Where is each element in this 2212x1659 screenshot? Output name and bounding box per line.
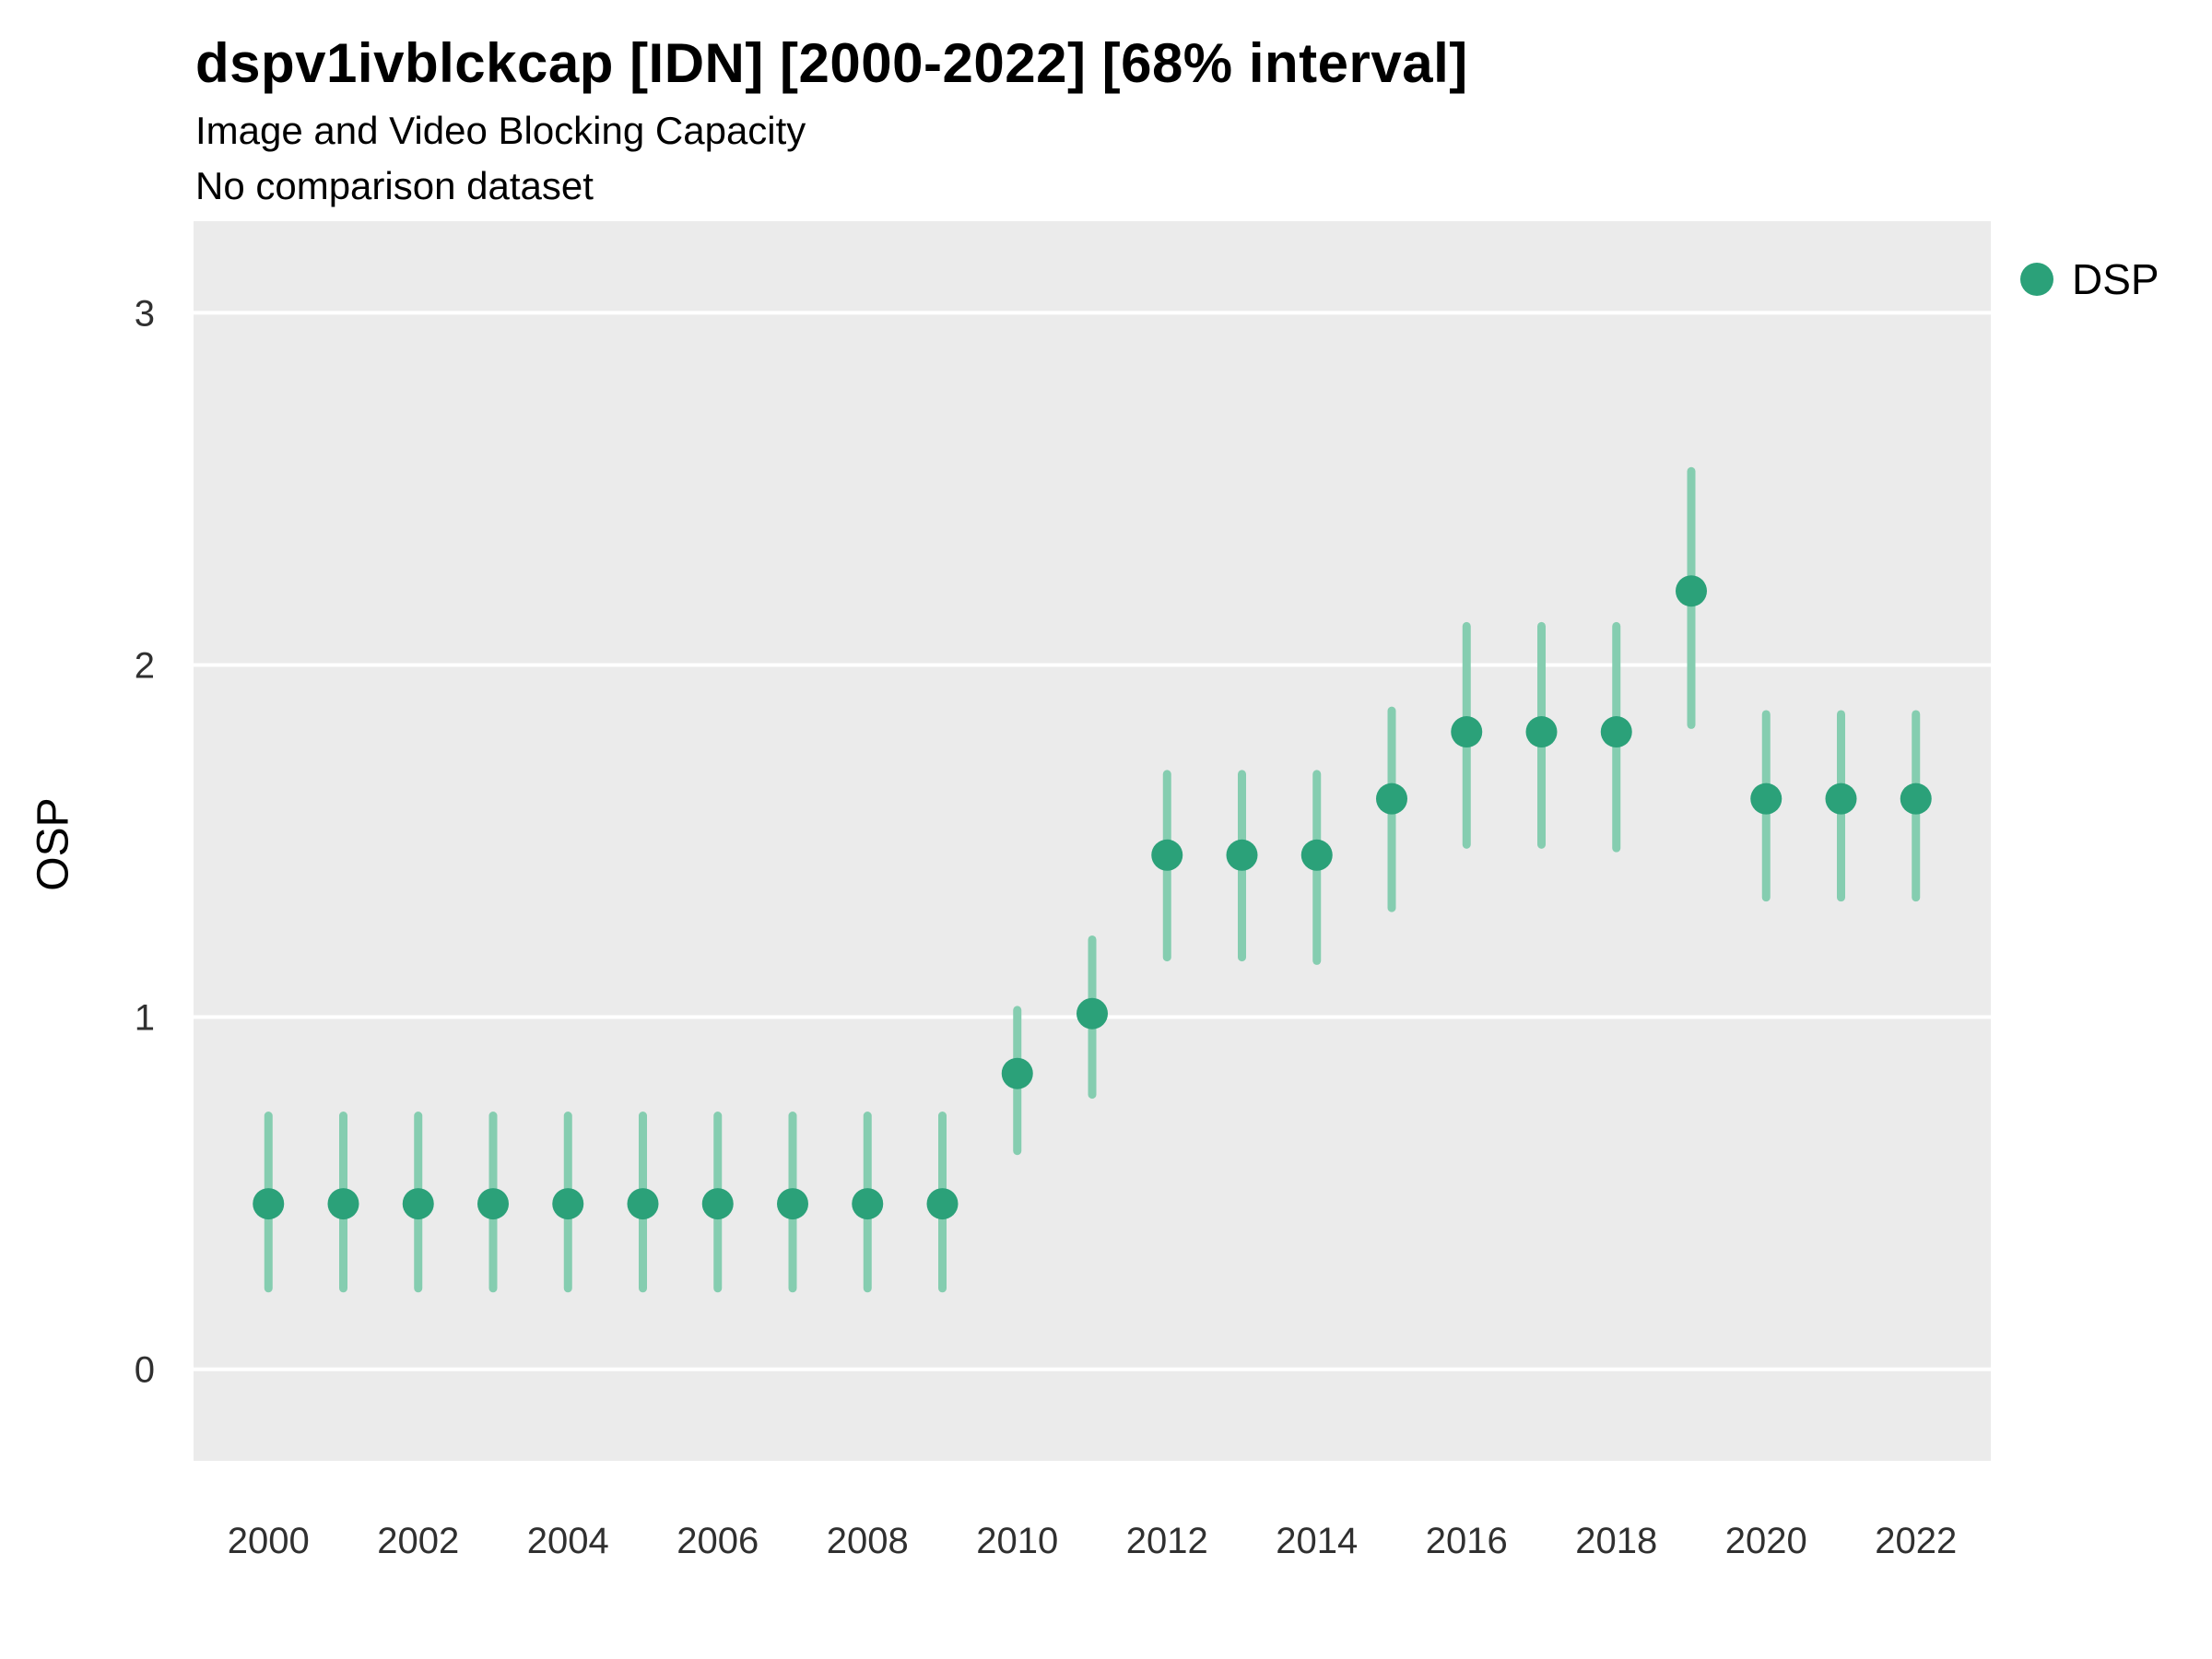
x-tick-label: 2010 [976, 1521, 1058, 1561]
x-tick-label: 2000 [228, 1521, 310, 1561]
chart-title: dspv1ivblckcap [IDN] [2000-2022] [68% in… [195, 32, 1468, 94]
x-tick-label: 2006 [677, 1521, 759, 1561]
data-point [1451, 716, 1483, 748]
chart-subtitle: Image and Video Blocking Capacity [195, 109, 806, 152]
y-axis-title: OSP [29, 797, 78, 891]
legend-dot-icon [2020, 263, 2053, 296]
data-point [701, 1188, 734, 1220]
x-tick-label: 2014 [1276, 1521, 1358, 1561]
data-point [1376, 782, 1407, 815]
data-point [852, 1188, 884, 1220]
data-point [327, 1188, 359, 1220]
data-point [1600, 716, 1632, 748]
data-point [1676, 575, 1707, 607]
y-tick-label: 0 [135, 1350, 155, 1391]
x-tick-label: 2004 [527, 1521, 609, 1561]
data-point [402, 1188, 434, 1220]
data-point [1750, 782, 1783, 815]
data-point [627, 1188, 659, 1220]
data-point [777, 1188, 808, 1220]
x-tick-label: 2012 [1126, 1521, 1208, 1561]
data-point [1226, 839, 1258, 871]
y-tick-label: 1 [135, 998, 155, 1039]
x-tick-label: 2018 [1575, 1521, 1657, 1561]
x-tick-label: 2016 [1426, 1521, 1508, 1561]
data-point [477, 1188, 509, 1220]
data-point [1151, 839, 1183, 871]
plot-panel [194, 221, 1991, 1461]
x-tick-label: 2002 [377, 1521, 459, 1561]
x-tick-label: 2008 [827, 1521, 909, 1561]
data-point [1077, 997, 1108, 1030]
chart-note: No comparison dataset [195, 164, 594, 207]
data-point [253, 1188, 285, 1220]
data-point [552, 1188, 584, 1220]
data-point [1001, 1057, 1033, 1089]
data-point [1900, 782, 1932, 815]
legend-label: DSP [2072, 255, 2159, 303]
x-tick-label: 2020 [1725, 1521, 1807, 1561]
data-point [926, 1188, 959, 1220]
plot-area: 0 1 2 3 2000 2002 2004 2006 2008 2010 2012 2014 2016… [135, 221, 1991, 1561]
y-tick-label: 2 [135, 645, 155, 686]
data-point [1300, 839, 1333, 871]
data-point [1525, 716, 1558, 748]
y-tick-label: 3 [135, 293, 155, 334]
legend: DSP [2020, 254, 2159, 304]
data-point [1825, 782, 1857, 815]
x-tick-label: 2022 [1875, 1521, 1957, 1561]
